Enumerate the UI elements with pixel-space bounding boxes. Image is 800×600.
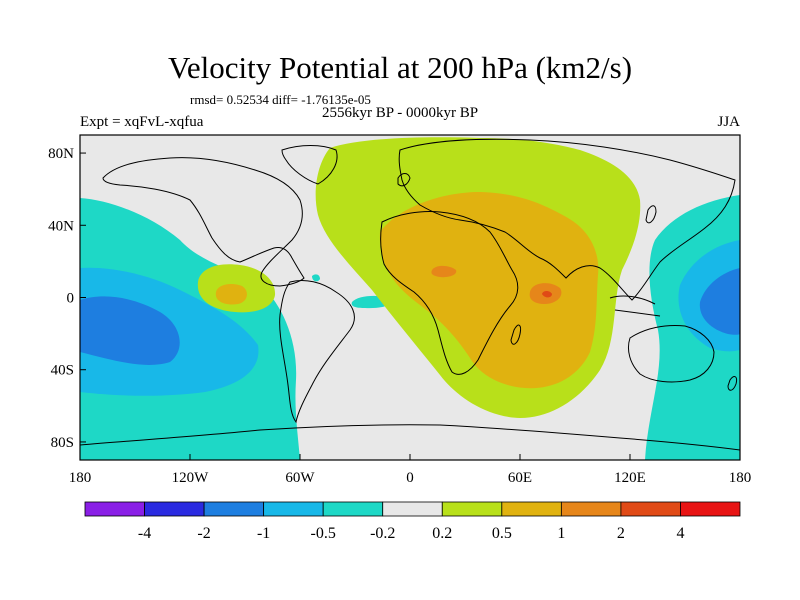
coast-africa — [380, 211, 519, 375]
positive-core-eastpac — [215, 284, 247, 305]
colorbar-swatch — [441, 501, 503, 517]
colorbar-label: 4 — [676, 525, 684, 542]
colorbar-swatch — [263, 501, 324, 517]
colorbar-swatch — [680, 501, 741, 517]
coast-japan — [645, 205, 657, 224]
y-tick-label: 40N — [48, 218, 74, 234]
x-tick-label: 180 — [729, 470, 752, 486]
x-tick-label: 60E — [508, 470, 532, 486]
colorbar-swatch — [203, 501, 265, 517]
colorbar-label: 0.5 — [492, 525, 512, 542]
positive-core-africa — [379, 192, 599, 389]
colorbar-label: -0.2 — [370, 525, 395, 542]
experiment-label: Expt = xqFvL-xqfua — [80, 114, 204, 130]
x-tick-label: 180 — [69, 470, 92, 486]
coast-indonesia — [609, 295, 661, 317]
stats-line: rmsd= 0.52534 diff= -1.76135e-05 — [190, 92, 371, 107]
coast-antarctica — [80, 424, 740, 451]
strong-core-sahara — [431, 265, 457, 278]
contour-field — [80, 135, 740, 460]
coast-greenland — [281, 145, 338, 185]
y-tick-label: 80N — [48, 146, 74, 162]
colorbar-label: -4 — [138, 525, 151, 542]
colorbar-label: 0.2 — [432, 525, 452, 542]
x-tick-label: 120E — [614, 470, 646, 486]
period-label: 2556kyr BP - 0000kyr BP — [322, 105, 479, 121]
y-tick-label: 40S — [51, 363, 74, 379]
colorbar-swatch — [560, 501, 622, 517]
season-label: JJA — [717, 114, 740, 130]
colorbar-swatch — [620, 501, 681, 517]
strongest-core-indian — [542, 291, 552, 298]
coast-north-america — [102, 157, 305, 287]
coast-madagascar — [510, 324, 521, 345]
colorbar-label: 1 — [557, 525, 565, 542]
y-axis: 80N 40N 0 40S 80S — [48, 146, 86, 451]
x-tick-label: 120W — [172, 470, 210, 486]
colorbar-label: 2 — [617, 525, 625, 542]
colorbar-label: -0.5 — [311, 525, 336, 542]
colorbar-label: -2 — [197, 525, 210, 542]
negative-region-west-core — [80, 296, 180, 365]
colorbar-label: -1 — [257, 525, 270, 542]
x-axis: 180 120W 60W 0 60E 120E 180 — [69, 454, 752, 486]
coastlines — [80, 138, 740, 451]
negative-blob-caribbean — [312, 274, 320, 282]
colorbar-swatch — [144, 501, 205, 517]
y-tick-label: 0 — [67, 291, 75, 307]
x-tick-label: 60W — [285, 470, 315, 486]
colorbar-swatch — [322, 501, 384, 517]
y-tick-label: 80S — [51, 435, 74, 451]
coast-britain — [397, 173, 411, 187]
coast-new-zealand — [727, 376, 737, 391]
coast-australia — [627, 325, 715, 383]
colorbar-swatch — [84, 501, 145, 517]
colorbar-swatch — [501, 501, 562, 517]
colorbar: -4 -2 -1 -0.5 -0.2 0.2 0.5 1 2 4 — [84, 501, 741, 542]
map-title: Velocity Potential at 200 hPa (km2/s) — [167, 50, 633, 85]
coast-south-america — [279, 279, 355, 424]
colorbar-swatch — [382, 501, 443, 517]
coast-eurasia — [398, 138, 736, 301]
negative-region-east-core — [699, 268, 740, 335]
x-tick-label: 0 — [406, 470, 414, 486]
